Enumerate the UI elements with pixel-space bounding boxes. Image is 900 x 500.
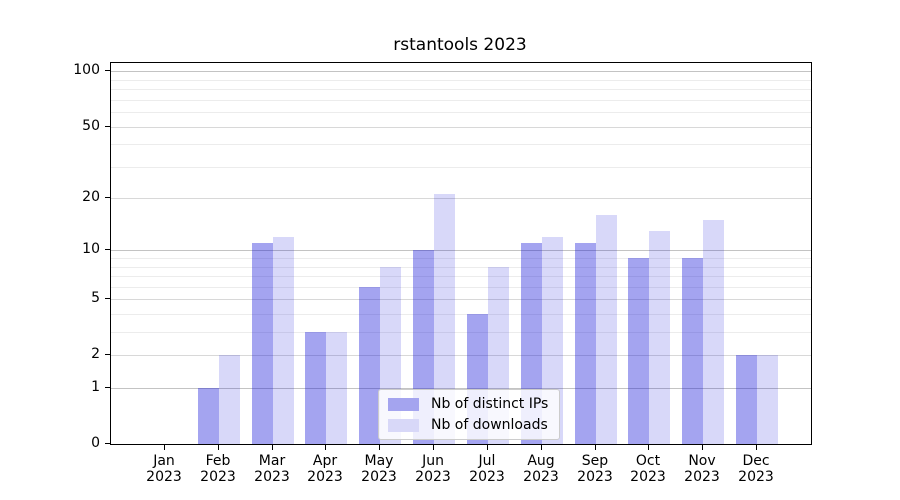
x-axis-tick-label: Aug 2023 (523, 453, 559, 485)
x-tick-mark (325, 445, 326, 450)
gridline-y-5 (111, 299, 811, 300)
y-axis-tick-label: 1 (91, 379, 100, 395)
y-tick-mark (105, 249, 110, 250)
gridline-y-6 (111, 287, 811, 288)
y-axis-tick-label: 20 (82, 189, 100, 205)
legend-label-distinct-ips: Nb of distinct IPs (431, 396, 549, 412)
bar-downloads-dec (757, 355, 778, 444)
bar-distinct-ips-may (359, 287, 380, 444)
y-axis-tick-label: 10 (82, 241, 100, 257)
bar-downloads-sep (596, 215, 617, 444)
y-tick-mark (105, 298, 110, 299)
gridline-y-2 (111, 355, 811, 356)
plot-area (110, 62, 812, 445)
x-tick-mark (164, 445, 165, 450)
gridline-y-20 (111, 198, 811, 199)
x-axis-tick-label: Apr 2023 (307, 453, 343, 485)
x-tick-mark (433, 445, 434, 450)
x-axis-tick-label: Oct 2023 (630, 453, 666, 485)
legend-item-downloads: Nb of downloads (388, 417, 548, 433)
gridline-y-80 (111, 89, 811, 90)
bar-distinct-ips-apr (305, 332, 326, 444)
x-tick-mark (218, 445, 219, 450)
x-axis-tick-label: Jun 2023 (415, 453, 451, 485)
gridline-y-8 (111, 267, 811, 268)
gridline-y-50 (111, 127, 811, 128)
gridline-y-9 (111, 258, 811, 259)
bar-distinct-ips-feb (198, 388, 219, 444)
gridline-y-4 (111, 314, 811, 315)
gridline-y-3 (111, 332, 811, 333)
x-tick-mark (541, 445, 542, 450)
x-tick-mark (756, 445, 757, 450)
x-axis-tick-label: Feb 2023 (200, 453, 236, 485)
x-tick-mark (595, 445, 596, 450)
legend-item-distinct-ips: Nb of distinct IPs (388, 396, 548, 412)
bar-distinct-ips-dec (736, 355, 757, 444)
y-axis-tick-label: 50 (82, 118, 100, 134)
x-axis-tick-label: Sep 2023 (577, 453, 613, 485)
x-axis-tick-label: Jan 2023 (146, 453, 182, 485)
x-tick-mark (379, 445, 380, 450)
bar-distinct-ips-nov (682, 258, 703, 444)
x-axis-tick-label: Mar 2023 (254, 453, 290, 485)
y-axis-tick-label: 2 (91, 346, 100, 362)
legend-swatch-downloads (388, 418, 419, 432)
x-axis-tick-label: Jul 2023 (469, 453, 505, 485)
bar-downloads-feb (219, 355, 240, 444)
bar-downloads-jun (434, 194, 455, 444)
y-tick-mark (105, 443, 110, 444)
gridline-y-10 (111, 250, 811, 251)
gridline-y-7 (111, 276, 811, 277)
y-tick-mark (105, 197, 110, 198)
legend-swatch-distinct-ips (388, 397, 419, 411)
bar-distinct-ips-sep (575, 243, 596, 444)
x-tick-mark (702, 445, 703, 450)
x-axis-tick-label: Nov 2023 (684, 453, 720, 485)
x-tick-mark (272, 445, 273, 450)
y-axis-tick-label: 100 (73, 62, 100, 78)
legend: Nb of distinct IPs Nb of downloads (378, 389, 561, 440)
x-axis-tick-label: May 2023 (361, 453, 397, 485)
gridline-y-70 (111, 100, 811, 101)
bar-downloads-oct (649, 231, 670, 444)
legend-label-downloads: Nb of downloads (431, 417, 548, 433)
x-tick-mark (648, 445, 649, 450)
y-axis-tick-label: 5 (91, 290, 100, 306)
gridline-y-90 (111, 80, 811, 81)
bar-downloads-apr (326, 332, 347, 444)
x-tick-mark (487, 445, 488, 450)
gridline-y-1 (111, 388, 811, 389)
bar-distinct-ips-oct (628, 258, 649, 444)
bar-downloads-mar (273, 237, 294, 444)
y-tick-mark (105, 387, 110, 388)
y-tick-mark (105, 126, 110, 127)
y-tick-mark (105, 70, 110, 71)
y-axis-tick-label: 0 (91, 435, 100, 451)
y-tick-mark (105, 354, 110, 355)
chart-title: rstantools 2023 (393, 35, 527, 55)
gridline-y-40 (111, 144, 811, 145)
bar-downloads-nov (703, 220, 724, 444)
bar-distinct-ips-mar (252, 243, 273, 444)
x-axis-tick-label: Dec 2023 (738, 453, 774, 485)
gridline-y-100 (111, 71, 811, 72)
gridline-y-60 (111, 112, 811, 113)
gridline-y-30 (111, 167, 811, 168)
